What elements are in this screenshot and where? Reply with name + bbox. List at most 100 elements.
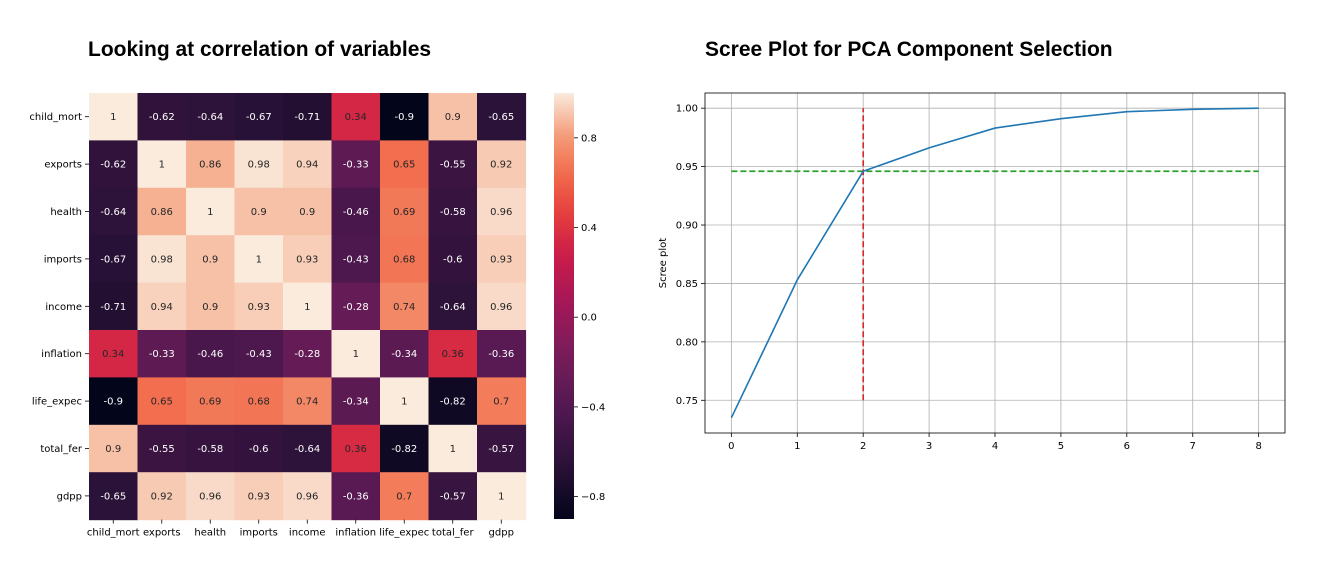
- heatmap-cell-label: -0.64: [440, 302, 466, 313]
- heatmap-cell-label: -0.6: [249, 444, 269, 455]
- y-tick-label: 1.00: [676, 104, 698, 115]
- heatmap-cell: [380, 140, 430, 189]
- colorbar: [554, 93, 574, 519]
- heatmap-row-label: life_expec: [32, 397, 82, 408]
- heatmap-cell-label: 0.74: [393, 302, 415, 313]
- colorbar-tick-label: −0.4: [581, 402, 605, 413]
- heatmap-cell: [89, 93, 139, 141]
- heatmap-cell: [186, 377, 236, 426]
- heatmap-cell: [380, 93, 430, 141]
- heatmap-row-label: child_mort: [29, 112, 82, 123]
- x-tick-label: 6: [1124, 441, 1130, 452]
- heatmap-cell-label: 0.7: [493, 397, 509, 408]
- heatmap-cell: [283, 235, 333, 284]
- heatmap-cell-label: -0.34: [343, 397, 369, 408]
- heatmap-cell: [477, 424, 527, 473]
- heatmap-cell-label: -0.43: [343, 254, 369, 265]
- heatmap-col-label: inflation: [335, 528, 376, 539]
- heatmap-cell-label: -0.65: [488, 112, 514, 123]
- heatmap-cell-label: 1: [401, 397, 407, 408]
- heatmap-cell-label: -0.28: [343, 302, 369, 313]
- heatmap-cell-label: 0.96: [296, 491, 318, 502]
- heatmap-cell-label: 0.98: [151, 254, 173, 265]
- heatmap-cell-label: -0.67: [246, 112, 272, 123]
- heatmap-cell: [331, 187, 381, 236]
- heatmap-cell-label: -0.82: [440, 397, 466, 408]
- heatmap-cell-label: 0.94: [151, 302, 173, 313]
- heatmap-cell-label: -0.57: [440, 491, 466, 502]
- heatmap-cell: [428, 424, 478, 473]
- heatmap-cell-label: -0.9: [394, 112, 414, 123]
- heatmap-row-label: exports: [44, 160, 82, 171]
- heatmap-cell: [89, 187, 139, 236]
- heatmap-cell-label: -0.33: [149, 349, 175, 360]
- heatmap-cell-label: 0.96: [490, 302, 512, 313]
- heatmap-cell: [380, 472, 430, 521]
- heatmap-cell: [283, 330, 333, 378]
- heatmap-cell: [89, 282, 139, 331]
- heatmap-cell: [380, 377, 430, 426]
- heatmap-row-label: inflation: [41, 349, 82, 360]
- heatmap-cell: [234, 282, 284, 331]
- heatmap-cell-label: 0.96: [199, 491, 221, 502]
- heatmap-cell-label: 1: [110, 112, 116, 123]
- x-tick-label: 4: [992, 441, 998, 452]
- heatmap-cell: [186, 140, 236, 189]
- heatmap-row-label: income: [45, 302, 82, 313]
- heatmap-cell-label: 0.93: [248, 491, 270, 502]
- heatmap-cell: [137, 235, 187, 284]
- heatmap-cell-label: 0.86: [199, 160, 221, 171]
- heatmap-cell-label: -0.64: [294, 444, 320, 455]
- heatmap-cell: [234, 187, 284, 236]
- heatmap-col-label: income: [289, 528, 326, 539]
- heatmap-cell: [331, 330, 381, 378]
- heatmap-cell: [186, 282, 236, 331]
- heatmap-cell: [283, 424, 333, 473]
- heatmap-cell-label: 1: [450, 444, 456, 455]
- heatmap-cell: [186, 235, 236, 284]
- heatmap-cell: [137, 140, 187, 189]
- heatmap-col-label: health: [194, 528, 226, 539]
- y-tick-label: 0.90: [676, 221, 698, 232]
- heatmap-cell-label: 0.93: [296, 254, 318, 265]
- heatmap-cell-label: 0.93: [248, 302, 270, 313]
- heatmap-cell: [186, 424, 236, 473]
- heatmap-cell: [380, 330, 430, 378]
- heatmap-cell-label: 0.9: [105, 444, 121, 455]
- heatmap-cell-label: 0.9: [202, 302, 218, 313]
- heatmap-cell: [477, 377, 527, 426]
- heatmap-cell: [234, 140, 284, 189]
- heatmap-cell-label: 0.86: [151, 207, 173, 218]
- heatmap-row-label: total_fer: [40, 444, 83, 455]
- x-tick-label: 5: [1058, 441, 1064, 452]
- heatmap-cell: [89, 140, 139, 189]
- y-tick-label: 0.80: [676, 337, 698, 348]
- heatmap-cell: [89, 377, 139, 426]
- x-tick-label: 8: [1255, 441, 1261, 452]
- heatmap-cell-label: 0.68: [248, 397, 270, 408]
- heatmap-cell-label: -0.64: [100, 207, 126, 218]
- heatmap-cell-label: 0.9: [251, 207, 267, 218]
- heatmap-col-label: exports: [143, 528, 181, 539]
- heatmap-cell-label: -0.36: [488, 349, 514, 360]
- heatmap-cell: [234, 377, 284, 426]
- heatmap-cell: [428, 282, 478, 331]
- heatmap-cell-label: 1: [256, 254, 262, 265]
- heatmap-cell: [331, 93, 381, 141]
- heatmap-cell: [137, 282, 187, 331]
- heatmap-cell: [380, 235, 430, 284]
- heatmap-cell-label: -0.34: [391, 349, 417, 360]
- heatmap-cell: [477, 235, 527, 284]
- heatmap-cell-label: -0.6: [443, 254, 463, 265]
- heatmap-cell: [234, 93, 284, 141]
- heatmap-cell-label: 0.69: [393, 207, 415, 218]
- heatmap-col-label: child_mort: [87, 528, 140, 539]
- heatmap-cell-label: -0.71: [100, 302, 126, 313]
- heatmap-cell: [89, 472, 139, 521]
- heatmap-cell: [283, 282, 333, 331]
- heatmap-cell-label: -0.58: [440, 207, 466, 218]
- heatmap-cell: [428, 235, 478, 284]
- heatmap-cell-label: 0.9: [202, 254, 218, 265]
- heatmap-cell-label: 0.98: [248, 160, 270, 171]
- heatmap-cell: [331, 472, 381, 521]
